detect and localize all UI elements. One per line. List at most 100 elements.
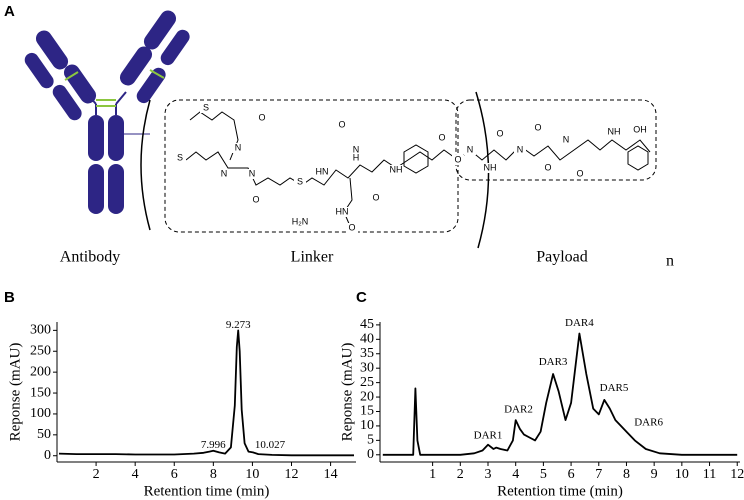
y-tick-label: 5 <box>367 433 374 448</box>
annotation: DAR4 <box>565 317 594 329</box>
x-tick-label: 2 <box>457 467 464 482</box>
atom-bg <box>174 153 186 163</box>
y-tick-label: 150 <box>30 385 51 400</box>
atom-bg <box>316 167 328 177</box>
atom-bg <box>484 163 496 173</box>
atom-label: O <box>252 194 259 204</box>
annotation: DAR5 <box>600 382 629 394</box>
y-tick-label: 10 <box>360 418 374 433</box>
atom-label: H₂N <box>292 216 309 226</box>
atom-bg <box>294 177 306 187</box>
y-tick-label: 30 <box>360 360 374 375</box>
x-axis-label: Retention time (min) <box>144 483 270 499</box>
atom-bg <box>634 125 646 135</box>
x-tick-label: 1 <box>429 467 436 482</box>
atom-bg <box>452 155 464 165</box>
panel-label: B <box>4 289 15 306</box>
atom-bg <box>350 153 362 163</box>
trace <box>58 329 354 457</box>
atom-bg <box>574 169 586 179</box>
atom-bg <box>350 145 362 155</box>
atom-label: O <box>258 112 265 122</box>
atom-label: NH <box>390 164 403 174</box>
atom-label: N <box>235 142 242 152</box>
y-tick-label: 250 <box>30 343 51 358</box>
x-tick-label: 12 <box>285 467 299 482</box>
atom-bg <box>294 217 306 227</box>
atom-bg <box>390 165 402 175</box>
atom-label: N <box>249 168 256 178</box>
atom-bg <box>560 135 572 145</box>
atom-label: O <box>534 122 541 132</box>
y-tick-label: 0 <box>367 447 374 462</box>
trace <box>382 332 738 456</box>
atom-bg <box>370 193 382 203</box>
atom-label: S <box>177 152 183 162</box>
x-tick-label: 2 <box>93 467 100 482</box>
atom-bg <box>532 123 544 133</box>
x-tick-label: 6 <box>568 467 575 482</box>
atom-label: O <box>438 132 445 142</box>
atom-bg <box>200 103 212 113</box>
y-tick-label: 35 <box>360 346 374 361</box>
atom-bg <box>336 120 348 130</box>
panel-label: C <box>356 289 367 306</box>
atom-label: NH <box>608 126 621 136</box>
atom-label: N <box>517 144 524 154</box>
atom-bg <box>608 127 620 137</box>
atom-label: HN <box>316 166 329 176</box>
y-tick-label: 100 <box>30 406 51 421</box>
panel-label: A <box>4 3 15 20</box>
caption: Linker <box>291 249 334 266</box>
atom-label: H <box>353 152 360 162</box>
antibody-bonds <box>64 69 165 135</box>
atom-label: O <box>576 168 583 178</box>
x-tick-label: 4 <box>132 467 139 482</box>
atom-bg <box>256 113 268 123</box>
atom-label: N <box>467 144 474 154</box>
atom-label: S <box>203 102 209 112</box>
atom-bg <box>514 145 526 155</box>
atom-label: HN <box>336 206 349 216</box>
atom-bg <box>232 143 244 153</box>
atom-bg <box>542 163 554 173</box>
x-tick-label: 12 <box>730 467 744 482</box>
x-tick-label: 10 <box>245 467 259 482</box>
atom-label: N <box>563 134 570 144</box>
atom-label: N <box>221 168 228 178</box>
x-axis-label: Retention time (min) <box>497 483 623 499</box>
caption: Payload <box>536 249 588 266</box>
atom-label: NH <box>484 162 497 172</box>
y-tick-label: 15 <box>360 404 374 419</box>
x-tick-label: 7 <box>595 467 602 482</box>
atom-bg <box>436 133 448 143</box>
atom-label: O <box>454 154 461 164</box>
y-axis-label: Reponse (mAU) <box>7 343 23 442</box>
caption: Antibody <box>60 249 120 266</box>
y-tick-label: 200 <box>30 364 51 379</box>
y-tick-label: 50 <box>37 427 51 442</box>
annotation: DAR3 <box>539 356 568 368</box>
y-tick-label: 0 <box>44 448 51 463</box>
x-tick-label: 14 <box>324 467 338 482</box>
annotation: 7.996 <box>201 439 226 451</box>
x-tick-label: 3 <box>485 467 492 482</box>
atom-bg <box>464 145 476 155</box>
atom-bg <box>336 207 348 217</box>
atom-label: O <box>372 192 379 202</box>
atom-bg <box>346 223 358 233</box>
atom-label: O <box>496 128 503 138</box>
atom-bg <box>250 195 262 205</box>
atom-label: O <box>544 162 551 172</box>
y-tick-label: 25 <box>360 375 374 390</box>
annotation: 9.273 <box>226 319 251 331</box>
x-tick-label: 11 <box>703 467 716 482</box>
structure <box>140 91 657 249</box>
y-tick-label: 40 <box>360 332 374 347</box>
x-tick-label: 8 <box>210 467 217 482</box>
x-tick-label: 4 <box>512 467 519 482</box>
x-tick-label: 9 <box>651 467 658 482</box>
